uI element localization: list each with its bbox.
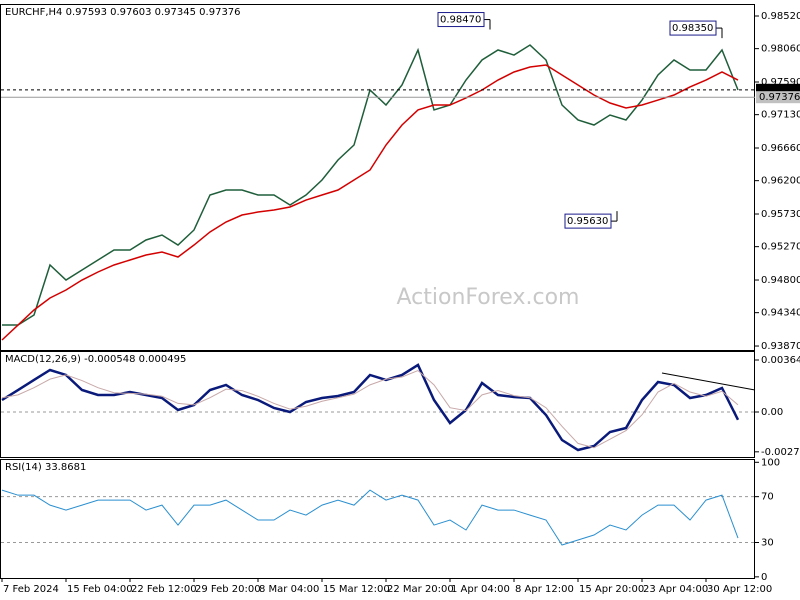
series-line [1, 370, 739, 449]
x-tick-label: 15 Feb 04:00 [67, 584, 133, 595]
x-tick-label: 8 Mar 04:00 [259, 584, 319, 595]
price-label: 0.97376 [759, 92, 800, 103]
price-label-box [756, 91, 800, 104]
y-tick-label: 100 [761, 457, 780, 468]
x-tick-label: 29 Feb 20:00 [195, 584, 261, 595]
price-label: 0.97480 [759, 85, 800, 96]
watermark: ActionForex.com [397, 285, 580, 310]
rsi-panel [0, 459, 755, 579]
panel-title: EURCHF,H4 0.97593 0.97603 0.97345 0.9737… [5, 7, 241, 18]
y-tick-label: -0.002788 [761, 447, 800, 458]
annotation-box [437, 12, 485, 28]
y-tick-label: 0.97590 [761, 77, 800, 88]
x-tick-label: 23 Apr 04:00 [643, 584, 708, 595]
annotation-label: 0.98470 [440, 15, 481, 26]
y-tick-label: 0.95270 [761, 242, 800, 253]
panel-title: MACD(12,26,9) -0.000548 0.000495 [5, 354, 186, 365]
annotation-label: 0.98350 [672, 23, 713, 34]
x-tick-label: 8 Apr 12:00 [515, 584, 574, 595]
x-tick-label: 7 Feb 2024 [3, 584, 59, 595]
y-tick-label: 0.00 [761, 407, 783, 418]
y-tick-label: 0.96200 [761, 176, 800, 187]
series-line [1, 64, 739, 341]
x-tick-label: 22 Feb 12:00 [131, 584, 197, 595]
y-tick-label: 0.003641 [761, 355, 800, 366]
y-tick-label: 30 [761, 537, 774, 548]
macd-panel [0, 351, 755, 458]
series-line [1, 489, 739, 546]
y-tick-label: 0.94800 [761, 275, 800, 286]
annotation-box [669, 20, 717, 36]
y-tick-label: 0 [761, 572, 767, 583]
y-tick-label: 0.96660 [761, 143, 800, 154]
x-tick-label: 30 Apr 12:00 [707, 584, 772, 595]
x-tick-label: 22 Mar 20:00 [387, 584, 454, 595]
price-panel [0, 4, 755, 351]
x-tick-label: 1 Apr 04:00 [451, 584, 510, 595]
y-tick-label: 0.93870 [761, 341, 800, 352]
x-tick-label: 15 Mar 12:00 [323, 584, 390, 595]
annotation-box [564, 213, 612, 229]
y-tick-label: 0.97130 [761, 110, 800, 121]
y-tick-label: 70 [761, 492, 774, 503]
annotation-label: 0.95630 [567, 216, 608, 227]
macd-trendline [661, 372, 756, 391]
panel-title: RSI(14) 33.8681 [5, 462, 86, 473]
y-tick-label: 0.94340 [761, 308, 800, 319]
y-tick-label: 0.98060 [761, 44, 800, 55]
y-tick-label: 0.95730 [761, 209, 800, 220]
y-tick-label: 0.98520 [761, 11, 800, 22]
x-tick-label: 15 Apr 20:00 [579, 584, 644, 595]
